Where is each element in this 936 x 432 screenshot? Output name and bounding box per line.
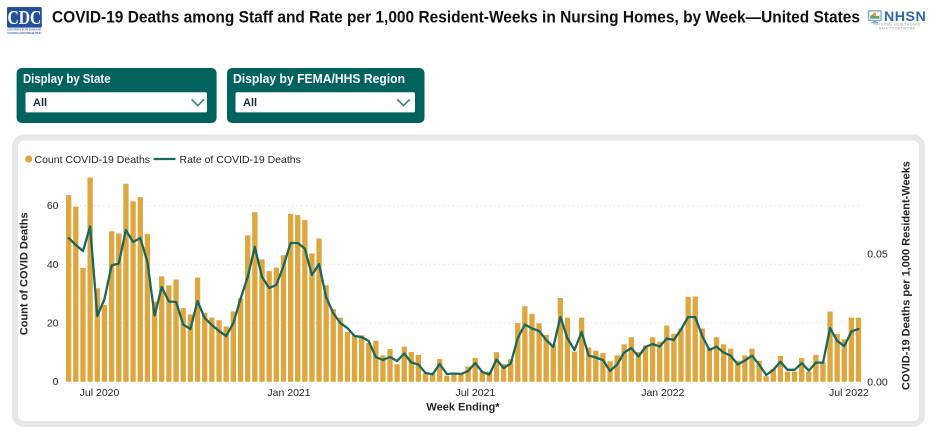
svg-text:All: All xyxy=(33,97,47,109)
svg-text:COVID-19 Deaths per 1,000 Resi: COVID-19 Deaths per 1,000 Resident-Weeks xyxy=(901,161,913,390)
svg-text:Jul 2022: Jul 2022 xyxy=(829,387,869,399)
svg-text:0.05: 0.05 xyxy=(867,248,888,260)
svg-text:CDC: CDC xyxy=(8,6,42,28)
svg-text:NATIONAL HEALTHCARE: NATIONAL HEALTHCARE xyxy=(873,23,920,27)
svg-text:Rate of COVID-19 Deaths: Rate of COVID-19 Deaths xyxy=(180,154,301,166)
svg-text:0.00: 0.00 xyxy=(867,376,888,388)
svg-text:NHSN: NHSN xyxy=(884,9,926,25)
svg-text:0: 0 xyxy=(53,376,59,388)
svg-text:CONTROL AND PREVENTION: CONTROL AND PREVENTION xyxy=(7,31,42,35)
svg-text:Week Ending*: Week Ending* xyxy=(426,402,500,414)
svg-text:20: 20 xyxy=(47,318,59,330)
svg-text:Jul 2020: Jul 2020 xyxy=(80,387,120,399)
svg-text:60: 60 xyxy=(47,200,59,212)
svg-text:Count of COVID Deaths: Count of COVID Deaths xyxy=(19,212,31,335)
svg-text:SAFETY NETWORK: SAFETY NETWORK xyxy=(879,26,916,30)
svg-text:All: All xyxy=(243,97,257,109)
svg-text:Count COVID-19 Deaths: Count COVID-19 Deaths xyxy=(35,154,151,166)
svg-text:CENTERS FOR DISEASE: CENTERS FOR DISEASE xyxy=(7,28,42,32)
svg-text:Display by State: Display by State xyxy=(23,71,111,86)
svg-text:Display by FEMA/HHS Region: Display by FEMA/HHS Region xyxy=(233,71,405,86)
svg-text:COVID-19 Deaths among Staff an: COVID-19 Deaths among Staff and Rate per… xyxy=(52,8,860,27)
svg-text:Jul 2021: Jul 2021 xyxy=(456,387,496,399)
svg-text:Jan 2021: Jan 2021 xyxy=(267,387,310,399)
svg-text:Jan 2022: Jan 2022 xyxy=(641,387,684,399)
svg-text:40: 40 xyxy=(47,259,59,271)
